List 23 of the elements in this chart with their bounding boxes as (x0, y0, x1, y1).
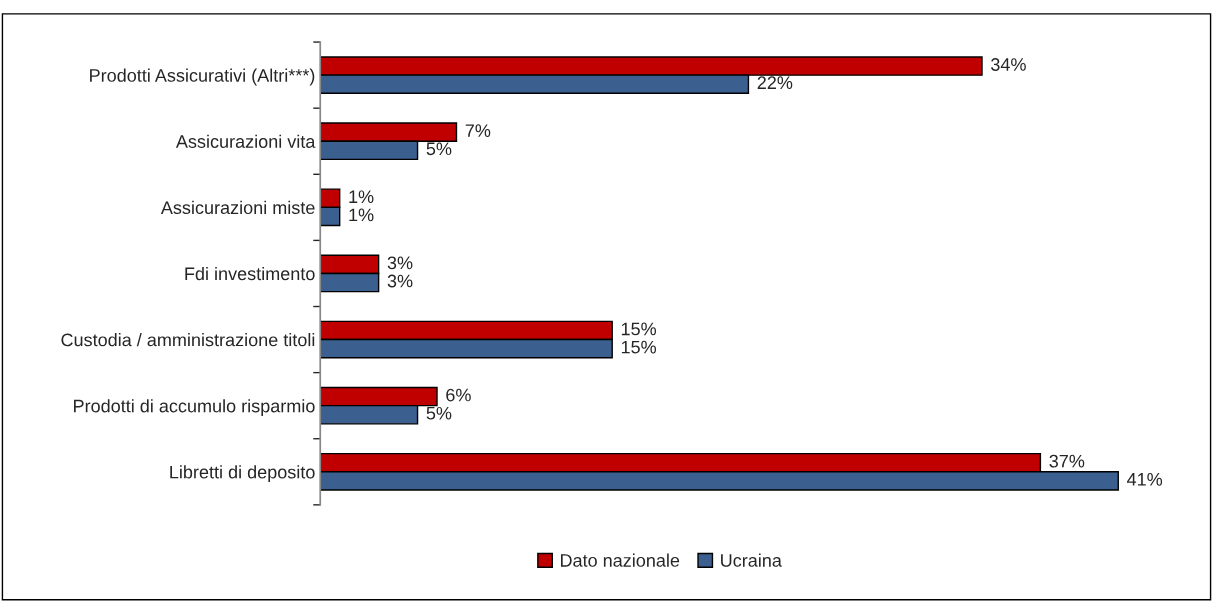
legend-label: Ucraina (721, 553, 782, 567)
data-label: 7% (465, 124, 491, 137)
data-label: 5% (426, 142, 452, 156)
legend-label: Dato nazionale (561, 553, 680, 567)
y-tick-label: Libretti di deposito (170, 465, 315, 483)
y-tick-label: Custodia / amministrazione titoli (61, 333, 315, 347)
data-label: 1% (349, 208, 374, 222)
data-label: 5% (426, 406, 452, 420)
y-tick-label: Prodotti di accumulo risparmio (74, 399, 315, 416)
y-tick-label: Prodotti Assicurativi (Altri***) (90, 68, 315, 86)
data-label: 15% (621, 322, 657, 336)
y-tick-label: Assicurazioni miste (160, 200, 315, 215)
data-label: 3% (387, 274, 413, 288)
data-label: 1% (349, 190, 374, 204)
data-label: 3% (387, 256, 413, 270)
data-label: 34% (991, 58, 1026, 71)
data-label: 37% (1049, 454, 1085, 468)
y-tick-label: Assicurazioni vita (175, 134, 316, 148)
data-label: 22% (757, 76, 793, 89)
data-label: 41% (1127, 473, 1163, 486)
data-label: 15% (621, 340, 657, 354)
y-tick-label: Fdi investimento (185, 266, 315, 281)
data-label: 6% (446, 388, 471, 402)
